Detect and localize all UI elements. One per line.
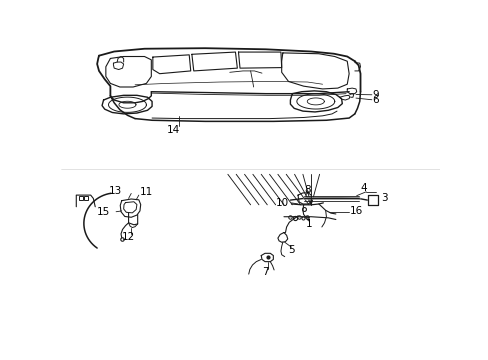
Text: 7: 7 <box>262 267 268 277</box>
Text: 11: 11 <box>140 187 153 197</box>
Text: 15: 15 <box>97 207 110 217</box>
Text: 8: 8 <box>304 185 310 194</box>
Text: 1: 1 <box>305 219 312 229</box>
Text: 13: 13 <box>108 186 122 196</box>
Text: 10: 10 <box>276 198 289 208</box>
Text: 14: 14 <box>166 125 180 135</box>
Text: 16: 16 <box>349 206 363 216</box>
Text: 3: 3 <box>381 193 387 203</box>
Text: 5: 5 <box>287 245 294 255</box>
Text: 4: 4 <box>360 183 366 193</box>
Text: 12: 12 <box>122 232 135 242</box>
Text: 6: 6 <box>372 95 379 105</box>
Text: 9: 9 <box>372 90 379 100</box>
